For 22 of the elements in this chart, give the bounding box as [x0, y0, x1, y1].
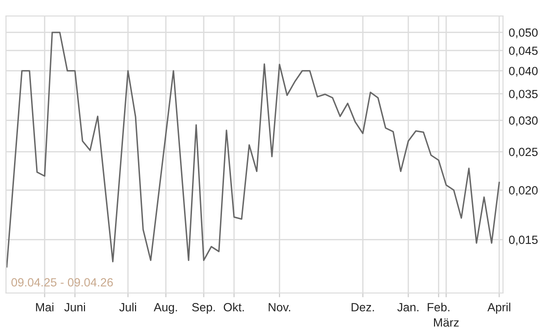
y-tick-label: 0,020	[509, 186, 538, 196]
x-tick-label: April	[487, 302, 510, 314]
x-tick-label: Feb.	[428, 302, 450, 312]
y-tick-label: 0,045	[509, 46, 538, 56]
y-tick-label: 0,030	[509, 116, 538, 126]
x-tick-label: Okt.	[224, 302, 244, 312]
y-tick-label: 0,025	[509, 148, 538, 158]
y-tick-label: 0,035	[509, 90, 538, 100]
x-tick-label: Sep.	[192, 303, 215, 314]
x-tick-label: Aug.	[154, 303, 177, 314]
x-tick-label: Juni	[64, 302, 85, 312]
x-tick-label: Juli	[119, 302, 136, 312]
annotation: 09.04.25 - 09.04.26	[11, 278, 113, 287]
x-tick-label: Nov.	[268, 303, 290, 312]
y-tick-label: 0,015	[509, 236, 538, 246]
line-series	[6, 32, 500, 268]
y-tick-label: 0,040	[509, 66, 538, 77]
x-tick-label: März	[434, 318, 459, 327]
y-tick-label: 0,050	[509, 28, 538, 38]
x-tick-label: Dez.	[352, 303, 374, 312]
x-tick-label: Jan.	[397, 303, 418, 312]
x-tick-label: Mai	[36, 302, 54, 312]
